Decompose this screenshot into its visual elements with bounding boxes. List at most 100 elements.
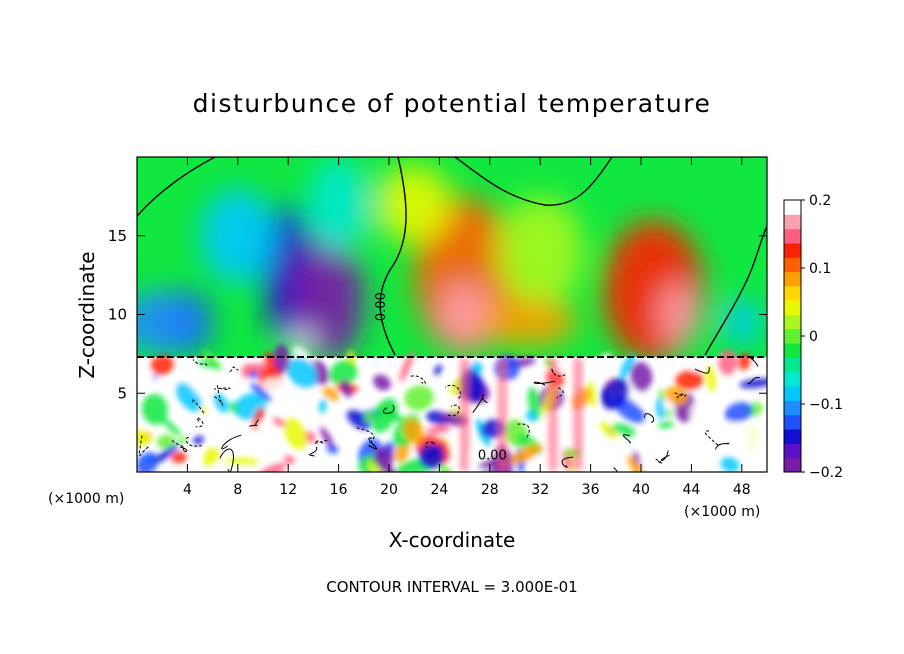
turbulence-patch [373, 374, 391, 391]
x-tick-label: 32 [531, 482, 549, 498]
lower-contour-line [192, 359, 208, 366]
lower-contour-line [138, 434, 149, 457]
warm-plume [459, 358, 470, 471]
x-tick-label: 24 [430, 482, 448, 498]
colorbar: 0.2 0.1 0 −0.1 −0.2 [783, 193, 843, 481]
lower-contour-line [447, 404, 460, 417]
x-axis-ticks: 4 8 12 16 20 24 28 32 36 40 44 48 [183, 157, 751, 498]
turbulence-patch [202, 447, 220, 466]
turbulence-patch [371, 398, 398, 433]
turbulence-patch [340, 379, 353, 398]
y-tick-label: 5 [117, 384, 127, 402]
colorbar-segment [784, 285, 801, 301]
turbulence-patch [257, 420, 274, 428]
chart-title: disturbunce of potential temperature [193, 89, 712, 118]
turbulence-patch [159, 416, 182, 437]
field-blob [496, 196, 585, 307]
zero-contour-center [379, 157, 407, 356]
x-tick-label: 44 [682, 482, 700, 498]
turbulence-patch [322, 386, 339, 401]
colorbar-segment [784, 242, 801, 258]
lower-contour-line [704, 430, 719, 446]
turbulence-patch [262, 377, 293, 396]
turbulence-patch [724, 402, 753, 423]
turbulence-patch [403, 418, 424, 444]
turbulence-patch [599, 421, 618, 439]
turbulence-patch [525, 410, 538, 422]
warm-plume [573, 358, 583, 471]
lower-contour-line [660, 450, 670, 462]
turbulence-patch [729, 425, 757, 453]
colorbar-segment [784, 314, 801, 330]
colorbar-tick-label: −0.1 [809, 397, 843, 413]
lower-contour-line [368, 437, 377, 450]
y-axis-label: Z-coordinate [75, 251, 99, 378]
colorbar-segment [784, 443, 801, 459]
field-blob [288, 235, 364, 362]
x-tick-label: 12 [279, 482, 297, 498]
lower-contour-line [185, 437, 202, 447]
turbulence-patch [600, 378, 630, 410]
turbulence-patch [141, 393, 168, 425]
turbulence-patch [258, 463, 286, 472]
lower-contour-line [171, 439, 184, 447]
lower-contour-line [180, 446, 188, 453]
lower-contour-line [747, 376, 760, 384]
x-unit-right: (×1000 m) [684, 504, 760, 520]
turbulence-patch [587, 381, 597, 408]
lower-contour-line [515, 423, 530, 438]
turbulence-patch [271, 417, 287, 427]
x-tick-label: 48 [733, 482, 751, 498]
lower-contour-line [613, 467, 618, 472]
lower-contour-line [229, 366, 239, 373]
warm-plume [547, 358, 558, 471]
upper-layer-field [137, 157, 761, 362]
turbulence-patch [630, 361, 653, 392]
zero-contour-top [454, 157, 613, 206]
y-tick-label: 10 [108, 306, 127, 324]
plot-area [137, 157, 767, 472]
colorbar-tick-label: 0.1 [809, 261, 831, 277]
colorbar-segment [784, 328, 801, 344]
turbulence-patch [273, 344, 290, 374]
turbulence-patch [214, 393, 229, 413]
x-tick-label: 36 [582, 482, 600, 498]
colorbar-segment [784, 343, 801, 358]
colorbar-segment [784, 200, 801, 215]
turbulence-patch [426, 425, 451, 435]
field-blob [200, 188, 276, 283]
warm-plume [497, 358, 508, 471]
colorbar-segment [784, 228, 801, 244]
turbulence-patch [329, 359, 358, 387]
lower-contour-line [219, 448, 234, 472]
turbulence-patch [418, 443, 445, 469]
colorbar-tick-label: 0 [809, 329, 818, 345]
lower-contour-line [644, 413, 655, 423]
turbulence-patch [657, 421, 674, 429]
colorbar-tick-label: 0.2 [809, 193, 831, 209]
turbulence-patch [156, 434, 176, 449]
turbulence-patch [229, 401, 239, 413]
turbulence-patch [665, 386, 688, 406]
lower-contour-line [674, 392, 687, 399]
lower-contour-line [191, 399, 205, 414]
turbulence-patch [186, 443, 197, 461]
turbulence-patch [137, 429, 151, 446]
turbulence-patch [248, 371, 259, 379]
turbulence-patch [720, 457, 740, 472]
lower-contour-line [556, 387, 564, 399]
x-tick-label: 8 [233, 482, 242, 498]
x-tick-label: 28 [481, 482, 499, 498]
colorbar-segment [784, 300, 801, 316]
turbulence-patch [739, 378, 767, 389]
turbulence-patch [171, 451, 189, 463]
x-unit-left: (×1000 m) [48, 491, 124, 507]
turbulence-patch [283, 418, 307, 450]
field-blob [137, 290, 207, 354]
turbulence-patch [154, 444, 179, 464]
turbulence-patch [675, 370, 704, 390]
zero-contour-right [704, 225, 767, 356]
field-blob [376, 164, 453, 244]
turbulence-patch [283, 455, 295, 465]
